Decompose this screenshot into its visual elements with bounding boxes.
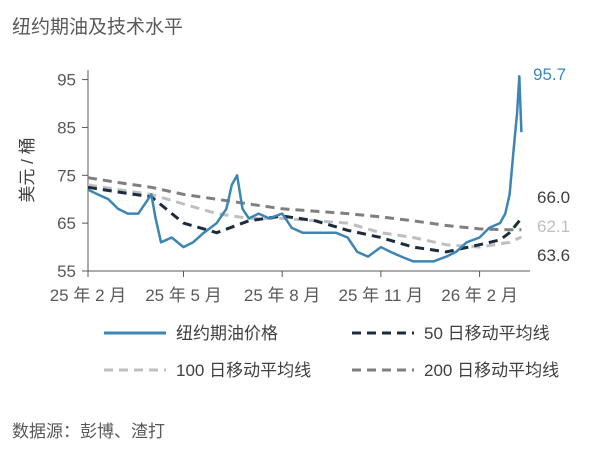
legend-item-ma50: 50 日移动平均线 xyxy=(352,324,550,343)
y-tick-label: 85 xyxy=(57,118,76,137)
legend-item-price: 纽约期油价格 xyxy=(104,324,278,343)
end-label-ma100: 62.1 xyxy=(537,217,570,236)
x-tick-label: 25 年 5 月 xyxy=(145,286,222,305)
series-price-line xyxy=(87,74,523,263)
y-tick-label: 95 xyxy=(57,71,76,90)
y-axis-label: 美元 / 桶 xyxy=(18,137,37,202)
legend-label: 100 日移动平均线 xyxy=(176,361,311,380)
y-tick-label: 65 xyxy=(57,214,76,233)
x-tick-label: 25 年 11 月 xyxy=(339,286,424,305)
x-tick-label: 26 年 2 月 xyxy=(441,286,518,305)
end-label-price: 95.7 xyxy=(533,65,566,84)
x-tick-label: 25 年 8 月 xyxy=(244,286,321,305)
y-tick-label: 55 xyxy=(57,262,76,281)
end-label-ma200: 63.6 xyxy=(537,246,570,265)
end-label-ma50: 66.0 xyxy=(537,188,570,207)
series-ma50-line xyxy=(87,185,523,254)
y-tick-label: 75 xyxy=(57,166,76,185)
legend-label: 纽约期油价格 xyxy=(176,324,278,343)
x-tick-label: 25 年 2 月 xyxy=(50,286,127,305)
chart-title: 纽约期油及技术水平 xyxy=(12,17,184,38)
legend-item-ma100: 100 日移动平均线 xyxy=(104,361,311,380)
legend-label: 50 日移动平均线 xyxy=(424,324,550,343)
legend-item-ma200: 200 日移动平均线 xyxy=(352,361,559,380)
series-ma200-line xyxy=(87,176,522,232)
source-note: 数据源：彭博、渣打 xyxy=(12,422,165,441)
series-ma100-line xyxy=(87,183,523,249)
legend-label: 200 日移动平均线 xyxy=(424,361,559,380)
